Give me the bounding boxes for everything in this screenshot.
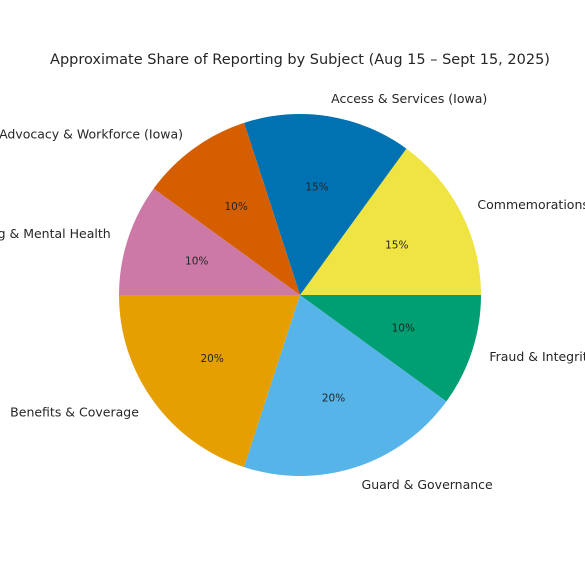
pie-slice-advocacy-workforce-iowa <box>153 122 300 296</box>
pct-label-benefits-coverage: 20% <box>200 353 223 365</box>
chart-title: Approximate Share of Reporting by Subjec… <box>50 52 550 68</box>
slice-label-well-being-mental-health: Well-Being & Mental Health <box>0 226 111 241</box>
pie-slice-guard-governance <box>244 295 447 476</box>
pct-label-advocacy-workforce-iowa: 10% <box>224 201 247 213</box>
slice-label-advocacy-workforce-iowa: Advocacy & Workforce (Iowa) <box>0 126 183 141</box>
slice-label-commemorations: Commemorations <box>477 197 585 212</box>
pie-slice-fraud-integrity <box>300 295 481 402</box>
percentage-labels: 15% 15% 10% 10% 20% 20% 10% <box>185 182 415 405</box>
slice-label-access-services-iowa: Access & Services (Iowa) <box>331 91 487 106</box>
slice-label-fraud-integrity: Fraud & Integrity <box>489 349 585 364</box>
pie-slice-commemorations <box>300 148 481 295</box>
slice-labels: Commemorations Access & Services (Iowa) Ad… <box>0 91 585 492</box>
pie-slice-well-being-mental-health <box>119 188 300 295</box>
pct-label-fraud-integrity: 10% <box>392 323 415 335</box>
pie-slice-benefits-coverage <box>119 295 300 468</box>
pct-label-guard-governance: 20% <box>322 392 345 404</box>
pie-slices <box>119 114 481 476</box>
pct-label-commemorations: 15% <box>385 240 408 252</box>
slice-label-guard-governance: Guard & Governance <box>362 477 494 492</box>
pct-label-access-services-iowa: 15% <box>305 182 328 194</box>
pie-slice-access-services-iowa <box>244 114 407 295</box>
slice-label-benefits-coverage: Benefits & Coverage <box>10 405 139 420</box>
pct-label-well-being-mental-health: 10% <box>185 255 208 267</box>
